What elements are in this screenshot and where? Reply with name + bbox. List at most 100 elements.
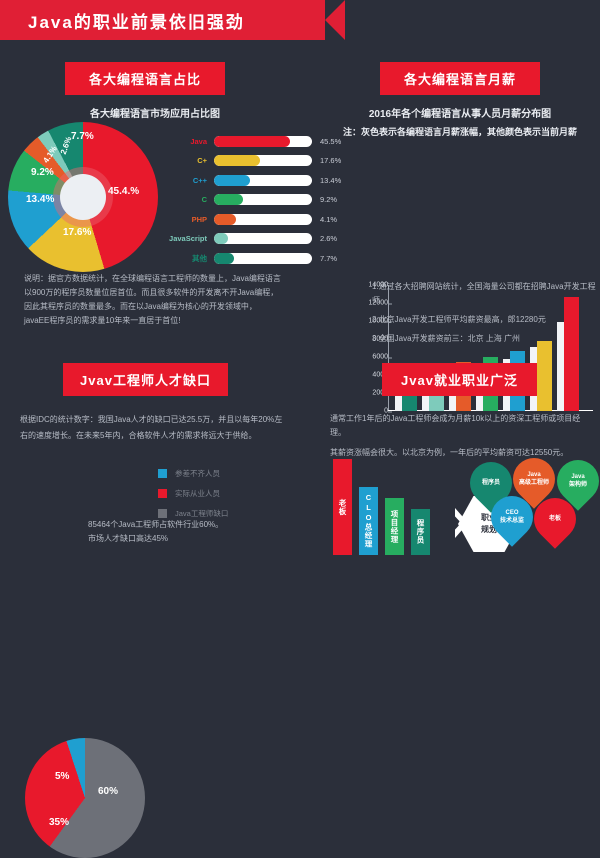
legend-swatch: [158, 469, 167, 478]
career-level-bar: 程序员: [411, 509, 430, 555]
pie-ring-talent-gap: [25, 738, 145, 858]
legend-row: C++ 13.4%: [155, 172, 365, 188]
note-talent-gap: 根据IDC的统计数字：我国Java人才的缺口已达25.5万，并且以每年20%左右…: [20, 415, 283, 440]
subtitle-salary-2: 注：灰色表示各编程语言月薪涨幅，其他颜色表示当前月薪: [342, 127, 577, 137]
career-ladder-chart: 老板 CLO总经理 项目经理 程序员: [333, 450, 453, 555]
legend-talent-gap: 参差不齐人员 实际从业人员 Java工程师缺口: [158, 468, 288, 528]
section-career: Jvav就业职业广泛 通常工作1年后的Java工程师会成为月薪10k以上的资深工…: [330, 363, 590, 460]
y-axis-tick: 0: [355, 408, 392, 415]
y-axis-tick: 8000: [355, 336, 392, 343]
legend-label: Java工程师缺口: [175, 509, 229, 518]
pie-label-other: 7.7%: [71, 131, 94, 142]
page-title: Java的职业前景依旧强劲: [28, 12, 245, 32]
legend-label: PHP: [191, 214, 207, 224]
legend-value: 17.6%: [320, 156, 342, 165]
notes-salary: 1.通过各大招聘网站统计，全国海量公司都在招聘Java开发工程师 2.北京Jav…: [372, 280, 600, 346]
section-title-talent-gap: Jvav工程师人才缺口: [63, 363, 228, 396]
legend-label: 其他: [192, 253, 207, 263]
legend-label: JavaScript: [169, 234, 207, 243]
pie-label-cplus: 17.6%: [63, 227, 92, 238]
legend-value: 7.7%: [320, 253, 338, 263]
subtitle-language-share: 各大编程语言市场应用占比图: [90, 109, 220, 120]
legend-value: 4.1%: [320, 214, 338, 224]
y-axis-tick: 14000: [355, 282, 392, 289]
legend-language-share: Java 45.5% C+ 17.6% C++ 13.4% C 9.2% PHP 4.1% Java…: [155, 133, 365, 270]
subtitle-salary-1: 2016年各个编程语言从事人员月薪分布图: [368, 109, 552, 120]
legend-bar-fill: [214, 174, 251, 186]
note-salary-3: 3.全国Java开发薪资前三：北京 上海 广州: [372, 334, 521, 343]
pie-label-employed: 35%: [49, 817, 70, 828]
note-career-1: 通常工作1年后的Java工程师会成为月薪10k以上的资深工程师或项目经理。: [330, 414, 581, 437]
bar-group: [557, 296, 579, 411]
legend-bar-track: [214, 213, 312, 225]
section-title-career: Jvav就业职业广泛: [382, 363, 537, 396]
legend-row: 参差不齐人员: [158, 468, 288, 479]
legend-bar-fill: [214, 135, 291, 147]
career-pin-label: CEO 技术总监: [499, 510, 525, 525]
legend-bar-fill: [214, 194, 244, 205]
note-language-share: 说明：据官方数据统计，在全球编程语言工程师的数量上，Java编程语言以900万的…: [24, 274, 281, 325]
legend-label: Java: [190, 136, 207, 146]
legend-value: 13.4%: [320, 175, 342, 185]
pie-label-gap: 60%: [98, 786, 119, 797]
legend-row: C+ 17.6%: [155, 153, 365, 169]
y-axis-tick: 12000: [355, 300, 392, 307]
legend-swatch: [158, 509, 167, 518]
legend-bar-fill: [214, 233, 228, 244]
section-title-language-share: 各大编程语言占比: [65, 62, 225, 95]
career-pin-label: 程序员: [481, 480, 501, 487]
legend-row: PHP 4.1%: [155, 211, 365, 227]
banner-notch-shape: [325, 0, 345, 40]
note-salary-1: 1.通过各大招聘网站统计，全国海量公司都在招聘Java开发工程师: [372, 282, 596, 305]
bar-growth: [557, 322, 564, 411]
legend-label: C++: [192, 175, 207, 185]
legend-bar-track: [214, 155, 312, 166]
legend-row: 其他 7.7%: [155, 250, 365, 266]
section-title-salary: 各大编程语言月薪: [380, 62, 540, 95]
legend-bar-track: [214, 135, 312, 147]
caption-talent-gap-1: 85464个Java工程师占软件行业60%。: [88, 520, 224, 529]
legend-bar-track: [214, 174, 312, 186]
pie-label-c: 9.2%: [31, 167, 54, 178]
page-header-banner: Java的职业前景依旧强劲: [0, 0, 345, 40]
career-pin-label: Java 高级工程师: [518, 472, 550, 487]
legend-bar-track: [214, 194, 312, 205]
legend-bar-fill: [214, 252, 234, 264]
section-language-share: 各大编程语言占比 各大编程语言市场应用占比图: [20, 62, 290, 122]
legend-swatch: [158, 489, 167, 498]
legend-row: 实际从业人员: [158, 488, 288, 499]
pie-label-cpp: 13.4%: [26, 194, 55, 205]
y-axis-line: [388, 285, 389, 411]
legend-label: 实际从业人员: [175, 489, 220, 498]
career-level-bar: CLO总经理: [359, 487, 378, 555]
legend-row: C 9.2%: [155, 192, 365, 208]
legend-label: 参差不齐人员: [175, 469, 220, 478]
pie-label-mixed: 5%: [55, 771, 70, 782]
legend-row: JavaScript 2.6%: [155, 231, 365, 247]
legend-bar-track: [214, 252, 312, 264]
caption-talent-gap-2: 市场人才缺口高达45%: [88, 534, 169, 543]
legend-value: 45.5%: [320, 136, 342, 146]
pie-chart-language-share: 45.4.% 17.6% 13.4% 9.2% 4.1% 2.6% 7.7%: [8, 122, 158, 272]
hexagon-label-line-2: 规划: [481, 525, 497, 534]
legend-bar-track: [214, 233, 312, 244]
pie-chart-talent-gap: 60% 35% 5%: [25, 738, 145, 858]
y-axis-tick: 6000: [355, 354, 392, 361]
section-salary: 各大编程语言月薪 2016年各个编程语言从事人员月薪分布图 注：灰色表示各编程语…: [330, 62, 590, 140]
note-salary-2: 2.北京Java开发工程师平均薪资最高，郎12280元: [372, 315, 546, 324]
legend-label: C: [201, 195, 207, 204]
legend-label: C+: [197, 156, 207, 165]
legend-value: 2.6%: [320, 234, 338, 243]
career-pins-group: 程序员 Java 高级工程师 Java 架构师 CEO 技术总监 老板: [461, 449, 600, 562]
section-talent-gap: Jvav工程师人才缺口 根据IDC的统计数字：我国Java人才的缺口已达25.5…: [20, 363, 290, 444]
caption-talent-gap: 85464个Java工程师占软件行业60%。 市场人才缺口高达45%: [88, 518, 298, 546]
bar-salary: [537, 340, 552, 411]
hexagon-label-line-1: 职业: [481, 513, 497, 522]
legend-bar-fill: [214, 155, 261, 166]
bar-salary: [564, 296, 579, 411]
career-pin-label: 老板: [548, 516, 562, 523]
legend-row: Java 45.5%: [155, 133, 365, 149]
note-career-2: 其薪资涨幅会很大。以北京为例，一年后的平均薪资可达12550元。: [330, 448, 569, 457]
pie-label-java: 45.4.%: [108, 186, 140, 197]
career-pin-label: Java 架构师: [568, 474, 588, 489]
